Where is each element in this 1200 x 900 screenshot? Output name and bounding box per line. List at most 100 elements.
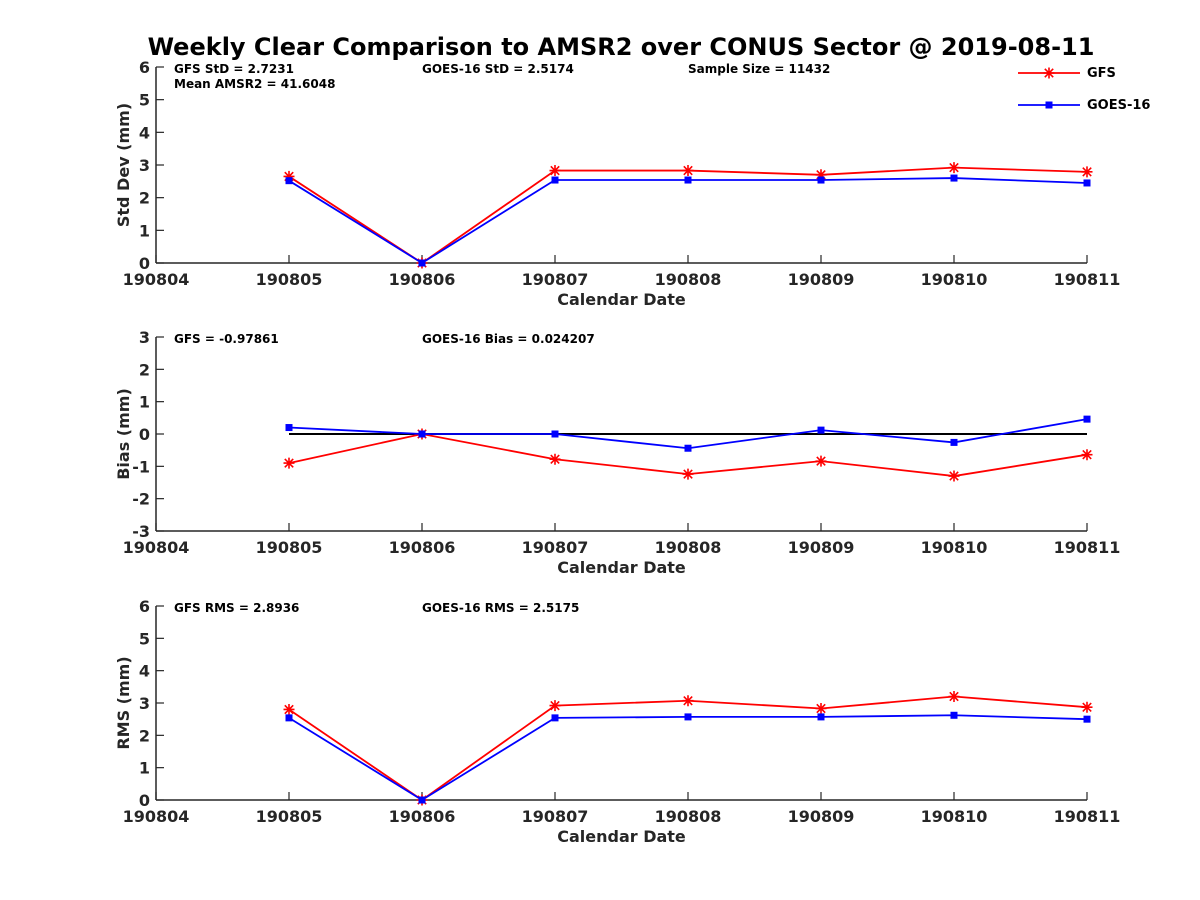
data-point bbox=[283, 170, 295, 182]
data-point bbox=[1083, 179, 1091, 187]
data-point bbox=[283, 457, 295, 469]
data-point bbox=[551, 176, 559, 184]
stat-annotation: Mean AMSR2 = 41.6048 bbox=[174, 77, 335, 91]
subplot-2: -3 -2 -1 0 1 2 3 190804 190805 190806 190807 190808… bbox=[114, 328, 1120, 577]
x-tick-label: 190811 bbox=[1054, 270, 1121, 289]
x-tick-label: 190809 bbox=[788, 270, 855, 289]
legend-label: GOES-16 bbox=[1087, 98, 1150, 113]
data-point bbox=[285, 714, 293, 722]
y-tick-label: 6 bbox=[139, 597, 150, 616]
data-point bbox=[815, 702, 827, 714]
x-axis-label: Calendar Date bbox=[557, 290, 686, 309]
series-goes-16 bbox=[285, 174, 1091, 267]
stat-annotation: GFS = -0.97861 bbox=[174, 332, 279, 346]
y-tick-label: 2 bbox=[139, 189, 150, 208]
data-point bbox=[1081, 166, 1093, 178]
y-tick-label: 2 bbox=[139, 726, 150, 745]
y-tick-label: 0 bbox=[139, 254, 150, 273]
y-tick-label: 4 bbox=[139, 123, 150, 142]
stat-annotation: Sample Size = 11432 bbox=[688, 62, 830, 76]
stat-annotation: GOES-16 Bias = 0.024207 bbox=[422, 332, 595, 346]
y-axis-label: Bias (mm) bbox=[114, 388, 133, 480]
series-goes-16 bbox=[285, 415, 1091, 452]
x-tick-label: 190805 bbox=[256, 270, 323, 289]
series-goes-16 bbox=[285, 711, 1091, 804]
y-tick-label: -2 bbox=[132, 490, 150, 509]
data-point bbox=[418, 430, 426, 438]
x-tick-label: 190808 bbox=[655, 807, 722, 826]
x-tick-label: 190809 bbox=[788, 807, 855, 826]
x-tick-label: 190806 bbox=[389, 270, 456, 289]
stat-annotation: GOES-16 StD = 2.5174 bbox=[422, 62, 574, 76]
data-point bbox=[549, 700, 561, 712]
data-point bbox=[1083, 415, 1091, 423]
subplots: 0 1 2 3 4 5 6 190804 190805 190806 190807 190808 190… bbox=[114, 58, 1120, 846]
data-point bbox=[418, 796, 426, 804]
figure-title: Weekly Clear Comparison to AMSR2 over CO… bbox=[148, 33, 1095, 61]
legend-entry-goes-16: GOES-16 bbox=[1018, 98, 1150, 113]
data-point bbox=[684, 444, 692, 452]
data-point bbox=[950, 174, 958, 182]
data-point bbox=[950, 711, 958, 719]
x-tick-label: 190811 bbox=[1054, 538, 1121, 557]
data-point bbox=[684, 713, 692, 721]
y-tick-label: 3 bbox=[139, 156, 150, 175]
stat-annotation: GOES-16 RMS = 2.5175 bbox=[422, 601, 579, 615]
x-axis-label: Calendar Date bbox=[557, 827, 686, 846]
data-point bbox=[684, 176, 692, 184]
stat-annotation: GFS RMS = 2.8936 bbox=[174, 601, 299, 615]
data-point bbox=[551, 714, 559, 722]
x-tick-label: 190805 bbox=[256, 807, 323, 826]
data-point bbox=[815, 455, 827, 467]
subplot-1: 0 1 2 3 4 5 6 190804 190805 190806 190807 190808 190… bbox=[114, 58, 1120, 309]
x-tick-label: 190810 bbox=[921, 538, 988, 557]
x-tick-label: 190808 bbox=[655, 538, 722, 557]
x-tick-label: 190804 bbox=[123, 538, 190, 557]
x-tick-label: 190807 bbox=[522, 270, 589, 289]
data-point bbox=[817, 713, 825, 721]
data-point bbox=[1083, 715, 1091, 723]
data-point bbox=[285, 177, 293, 185]
data-point bbox=[549, 165, 561, 177]
data-point bbox=[682, 695, 694, 707]
stat-annotation: GFS StD = 2.7231 bbox=[174, 62, 294, 76]
x-tick-label: 190806 bbox=[389, 807, 456, 826]
data-point bbox=[1081, 701, 1093, 713]
x-tick-label: 190810 bbox=[921, 807, 988, 826]
x-tick-label: 190805 bbox=[256, 538, 323, 557]
y-axis-label: RMS (mm) bbox=[114, 656, 133, 749]
y-tick-label: 2 bbox=[139, 360, 150, 379]
data-point bbox=[948, 470, 960, 482]
legend-entry-gfs: GFS bbox=[1018, 66, 1116, 81]
data-point bbox=[950, 438, 958, 446]
x-tick-label: 190808 bbox=[655, 270, 722, 289]
data-point bbox=[948, 162, 960, 174]
subplot-3: 0 1 2 3 4 5 6 190804 190805 190806 190807 190808 190… bbox=[114, 597, 1120, 846]
y-tick-label: -1 bbox=[132, 457, 150, 476]
y-tick-label: 0 bbox=[139, 791, 150, 810]
y-tick-label: 5 bbox=[139, 91, 150, 110]
y-axis-label: Std Dev (mm) bbox=[114, 103, 133, 227]
x-tick-label: 190809 bbox=[788, 538, 855, 557]
x-tick-label: 190806 bbox=[389, 538, 456, 557]
data-point bbox=[817, 426, 825, 434]
data-point bbox=[817, 176, 825, 184]
y-tick-label: 1 bbox=[139, 393, 150, 412]
y-tick-label: 4 bbox=[139, 662, 150, 681]
x-tick-label: 190804 bbox=[123, 807, 190, 826]
legend: GFS GOES-16 bbox=[1018, 66, 1150, 113]
y-tick-label: 6 bbox=[139, 58, 150, 77]
data-point bbox=[285, 424, 293, 432]
y-tick-label: 3 bbox=[139, 328, 150, 347]
legend-marker bbox=[1043, 67, 1055, 79]
data-point bbox=[815, 169, 827, 181]
data-point bbox=[682, 468, 694, 480]
x-tick-label: 190807 bbox=[522, 807, 589, 826]
y-tick-label: 1 bbox=[139, 759, 150, 778]
data-point bbox=[551, 430, 559, 438]
x-axis-label: Calendar Date bbox=[557, 558, 686, 577]
x-tick-label: 190807 bbox=[522, 538, 589, 557]
x-tick-label: 190810 bbox=[921, 270, 988, 289]
